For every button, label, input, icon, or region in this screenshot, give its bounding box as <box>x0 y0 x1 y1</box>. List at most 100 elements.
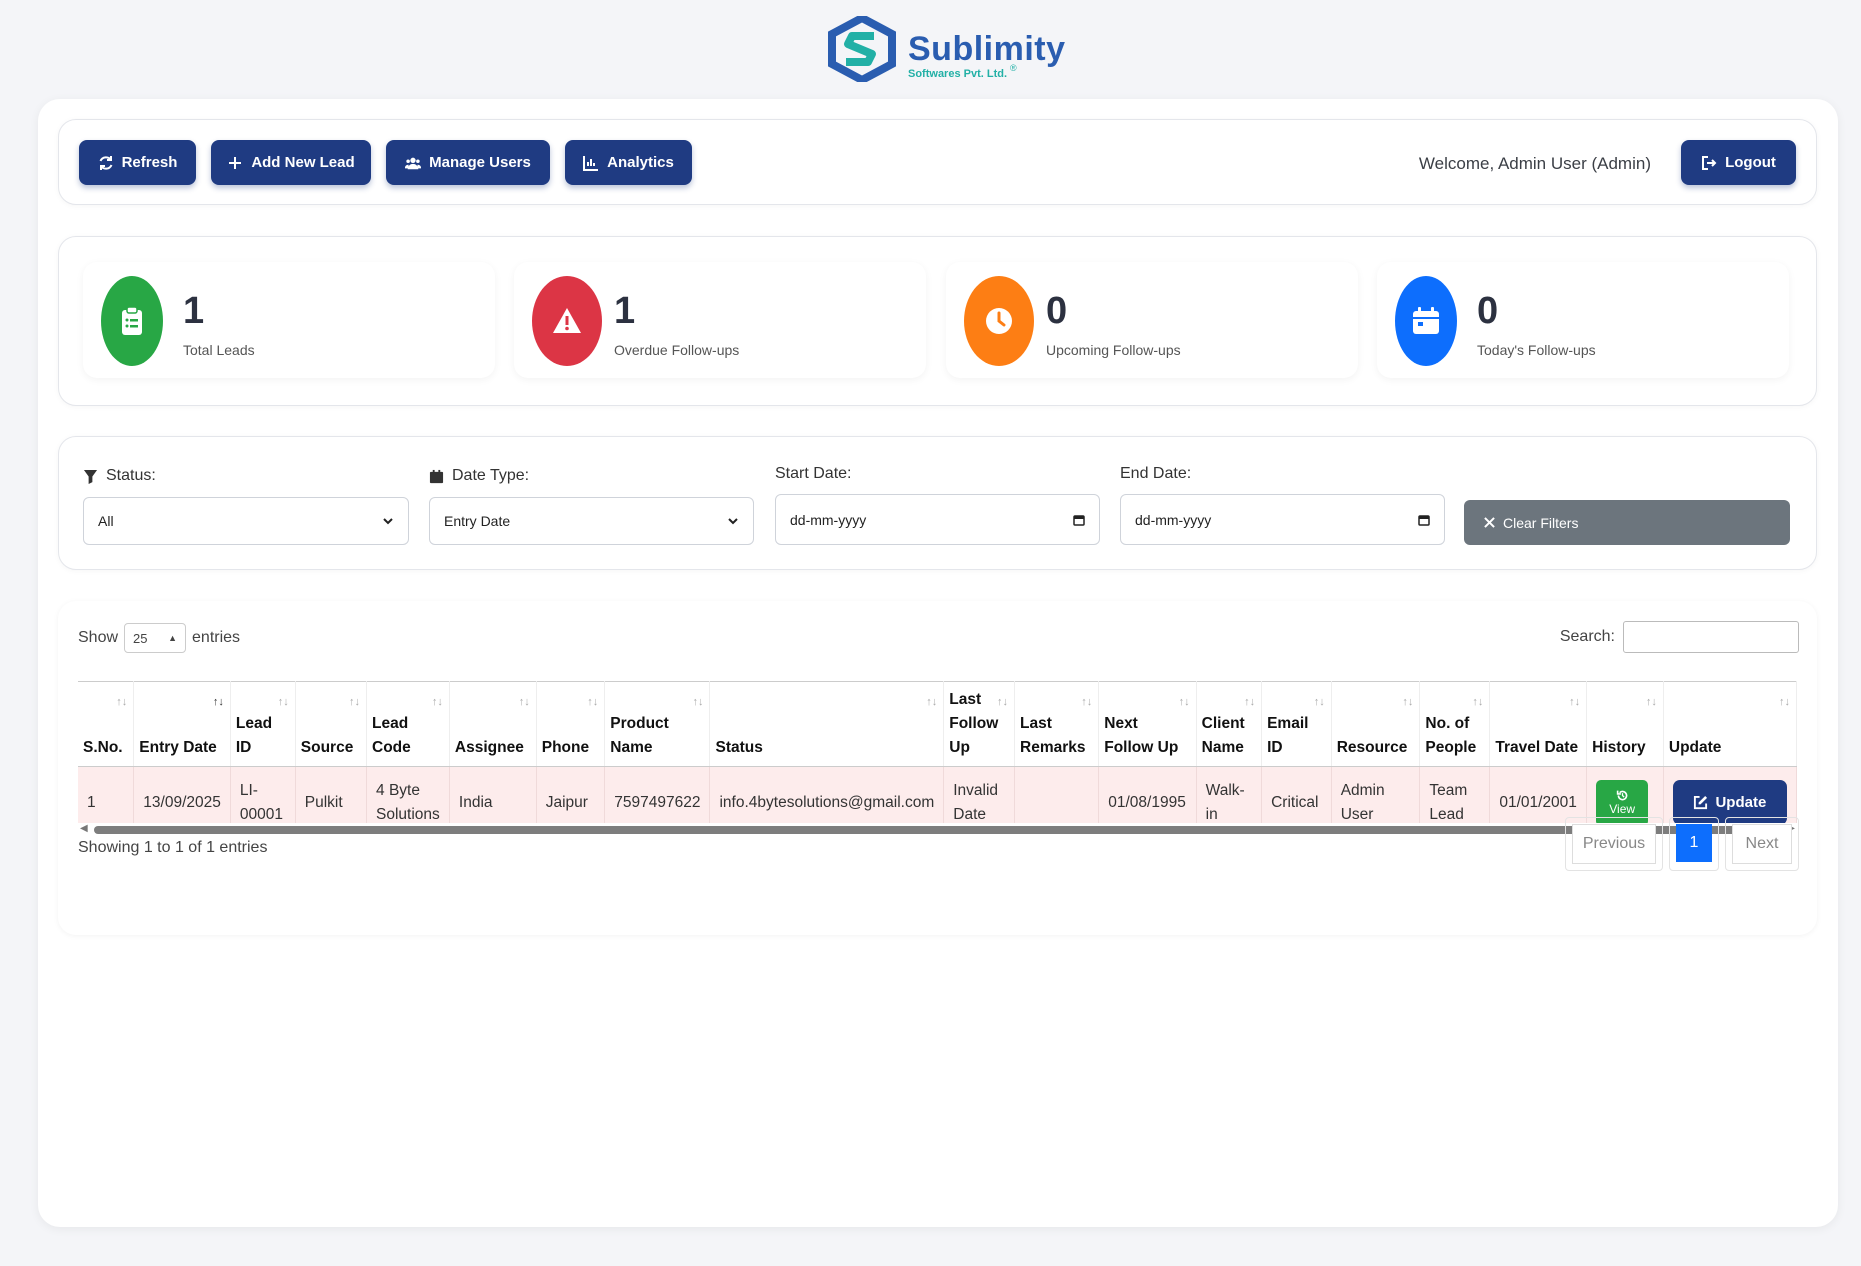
col-header-no-of-people[interactable]: ↑↓ No. of People <box>1419 681 1491 767</box>
sort-desc-icon: ↑↓ <box>212 696 224 708</box>
horizontal-scrollbar[interactable]: ◀ ▶ <box>78 823 1797 835</box>
col-header-phone[interactable]: ↑↓ Phone <box>536 681 606 767</box>
cell-lead-id: LI-00001 <box>230 766 296 823</box>
clear-filters-button[interactable]: Clear Filters <box>1464 500 1790 545</box>
refresh-button[interactable]: Refresh <box>79 140 196 185</box>
status-label-text: Status: <box>106 467 156 484</box>
leads-table-panel: Show 25 ▲ entries Search: ↑↓ S.No. ↑↓ Entr… <box>58 601 1817 935</box>
chevron-down-icon <box>728 518 738 525</box>
view-history-button[interactable]: View <box>1596 779 1649 823</box>
sort-icon: ↑↓ <box>587 696 599 708</box>
update-label: Update <box>1715 794 1767 811</box>
length-control: Show 25 ▲ entries <box>78 623 240 653</box>
col-header-lead-id[interactable]: ↑↓ Lead ID <box>230 681 296 767</box>
cell-last-follow-up: Invalid Date <box>943 766 1016 823</box>
refresh-icon <box>99 155 112 170</box>
brand-subtitle: Softwares Pvt. Ltd. <box>908 68 1008 80</box>
col-header-last-follow-up[interactable]: ↑↓ Last Follow Up <box>943 681 1016 767</box>
cell-no-of-people: Team Lead <box>1419 766 1491 823</box>
stat-icon-circle <box>1395 276 1457 366</box>
brand-registered-mark: ® <box>1010 63 1017 73</box>
next-button[interactable]: Next <box>1732 824 1792 864</box>
status-select[interactable]: All <box>83 497 409 545</box>
add-new-lead-label: Add New Lead <box>251 154 355 171</box>
cell-status: info.4bytesolutions@gmail.com <box>709 766 945 823</box>
history-icon <box>1616 790 1628 801</box>
col-header-client-name[interactable]: ↑↓ Client Name <box>1196 681 1263 767</box>
scroll-thumb[interactable] <box>94 826 1762 834</box>
end-date-label: End Date: <box>1120 465 1191 483</box>
sort-icon: ↑↓ <box>116 696 128 708</box>
refresh-label: Refresh <box>121 154 178 171</box>
welcome-text: Welcome, Admin User (Admin) <box>1418 154 1651 173</box>
end-date-placeholder: dd-mm-yyyy <box>1135 511 1212 528</box>
filters-panel: Status: All Date Type: Entry Date Start … <box>58 436 1817 570</box>
cell-sno: 1 <box>78 766 135 823</box>
cell-email-id: Critical <box>1261 766 1332 823</box>
stat-value: 0 <box>1477 290 1499 332</box>
cell-history: View <box>1586 766 1664 823</box>
leads-table: ↑↓ S.No. ↑↓ Entry Date ↑↓ Lead ID ↑↓ Source … <box>78 681 1797 823</box>
col-header-next-follow-up[interactable]: ↑↓ Next Follow Up <box>1098 681 1197 767</box>
calendar-icon <box>1418 514 1430 526</box>
cell-next-follow-up: 01/08/1995 <box>1098 766 1197 823</box>
analytics-button[interactable]: Analytics <box>565 140 692 185</box>
start-date-input[interactable]: dd-mm-yyyy <box>775 494 1100 545</box>
logout-icon <box>1702 155 1717 170</box>
cell-entry-date: 13/09/2025 <box>133 766 231 823</box>
manage-users-button[interactable]: Manage Users <box>386 140 550 185</box>
col-header-entry-date[interactable]: ↑↓ Entry Date <box>133 681 231 767</box>
previous-wrapper: Previous <box>1565 817 1663 871</box>
sort-icon: ↑↓ <box>1313 696 1325 708</box>
col-header-last-remarks[interactable]: ↑↓ Last Remarks <box>1014 681 1100 767</box>
start-date-label-text: Start Date: <box>775 465 852 482</box>
col-header-resource[interactable]: ↑↓ Resource <box>1331 681 1421 767</box>
update-button[interactable]: Update <box>1672 780 1787 823</box>
view-label: View <box>1609 802 1636 816</box>
sort-icon: ↑↓ <box>1472 696 1484 708</box>
filter-icon <box>83 469 98 484</box>
search-input[interactable] <box>1623 621 1799 653</box>
scroll-left-icon[interactable]: ◀ <box>80 823 88 834</box>
stat-icon-circle <box>532 276 602 366</box>
add-new-lead-button[interactable]: Add New Lead <box>211 140 371 185</box>
cell-assignee: India <box>449 766 537 823</box>
col-header-travel-date[interactable]: ↑↓ Travel Date <box>1489 681 1588 767</box>
logout-button[interactable]: Logout <box>1681 140 1796 185</box>
edit-icon <box>1694 795 1708 810</box>
stat-card-overdue: 1 Overdue Follow-ups <box>514 262 926 378</box>
col-header-email-id[interactable]: ↑↓ Email ID <box>1261 681 1332 767</box>
pagination: Previous 1 Next <box>1565 817 1799 871</box>
entries-length-select[interactable]: 25 ▲ <box>124 623 187 653</box>
table-scroll-area[interactable]: ↑↓ S.No. ↑↓ Entry Date ↑↓ Lead ID ↑↓ Source … <box>78 681 1797 823</box>
stat-value: 1 <box>183 290 205 332</box>
col-header-update[interactable]: ↑↓ Update <box>1663 681 1797 767</box>
bar-chart-icon <box>583 155 599 171</box>
date-type-select[interactable]: Entry Date <box>429 497 754 545</box>
plus-icon <box>229 156 242 169</box>
col-header-status[interactable]: ↑↓ Status <box>709 681 945 767</box>
cell-client-name: Walk-in <box>1196 766 1263 823</box>
col-header-sno[interactable]: ↑↓ S.No. <box>78 681 135 767</box>
col-header-assignee[interactable]: ↑↓ Assignee <box>449 681 537 767</box>
manage-users-label: Manage Users <box>429 154 531 171</box>
status-filter-label: Status: <box>83 467 156 485</box>
table-info: Showing 1 to 1 of 1 entries <box>78 839 268 856</box>
end-date-input[interactable]: dd-mm-yyyy <box>1120 494 1445 545</box>
sort-icon: ↑↓ <box>1081 696 1093 708</box>
page-1-button[interactable]: 1 <box>1676 824 1712 862</box>
col-header-product-name[interactable]: ↑↓ Product Name <box>604 681 711 767</box>
stat-label: Total Leads <box>183 342 255 358</box>
col-header-source[interactable]: ↑↓ Source <box>295 681 368 767</box>
sublimity-logo-icon <box>828 16 896 82</box>
calendar-icon <box>429 469 444 483</box>
stat-label: Today's Follow-ups <box>1477 342 1596 358</box>
stat-icon-circle <box>964 276 1034 366</box>
col-header-lead-code[interactable]: ↑↓ Lead Code <box>366 681 450 767</box>
stat-value: 0 <box>1046 290 1068 332</box>
col-header-history[interactable]: ↑↓ History <box>1586 681 1664 767</box>
show-label: Show <box>78 629 119 646</box>
previous-button[interactable]: Previous <box>1572 824 1656 864</box>
clear-filters-label: Clear Filters <box>1503 514 1579 531</box>
sort-icon: ↑↓ <box>1779 696 1790 708</box>
